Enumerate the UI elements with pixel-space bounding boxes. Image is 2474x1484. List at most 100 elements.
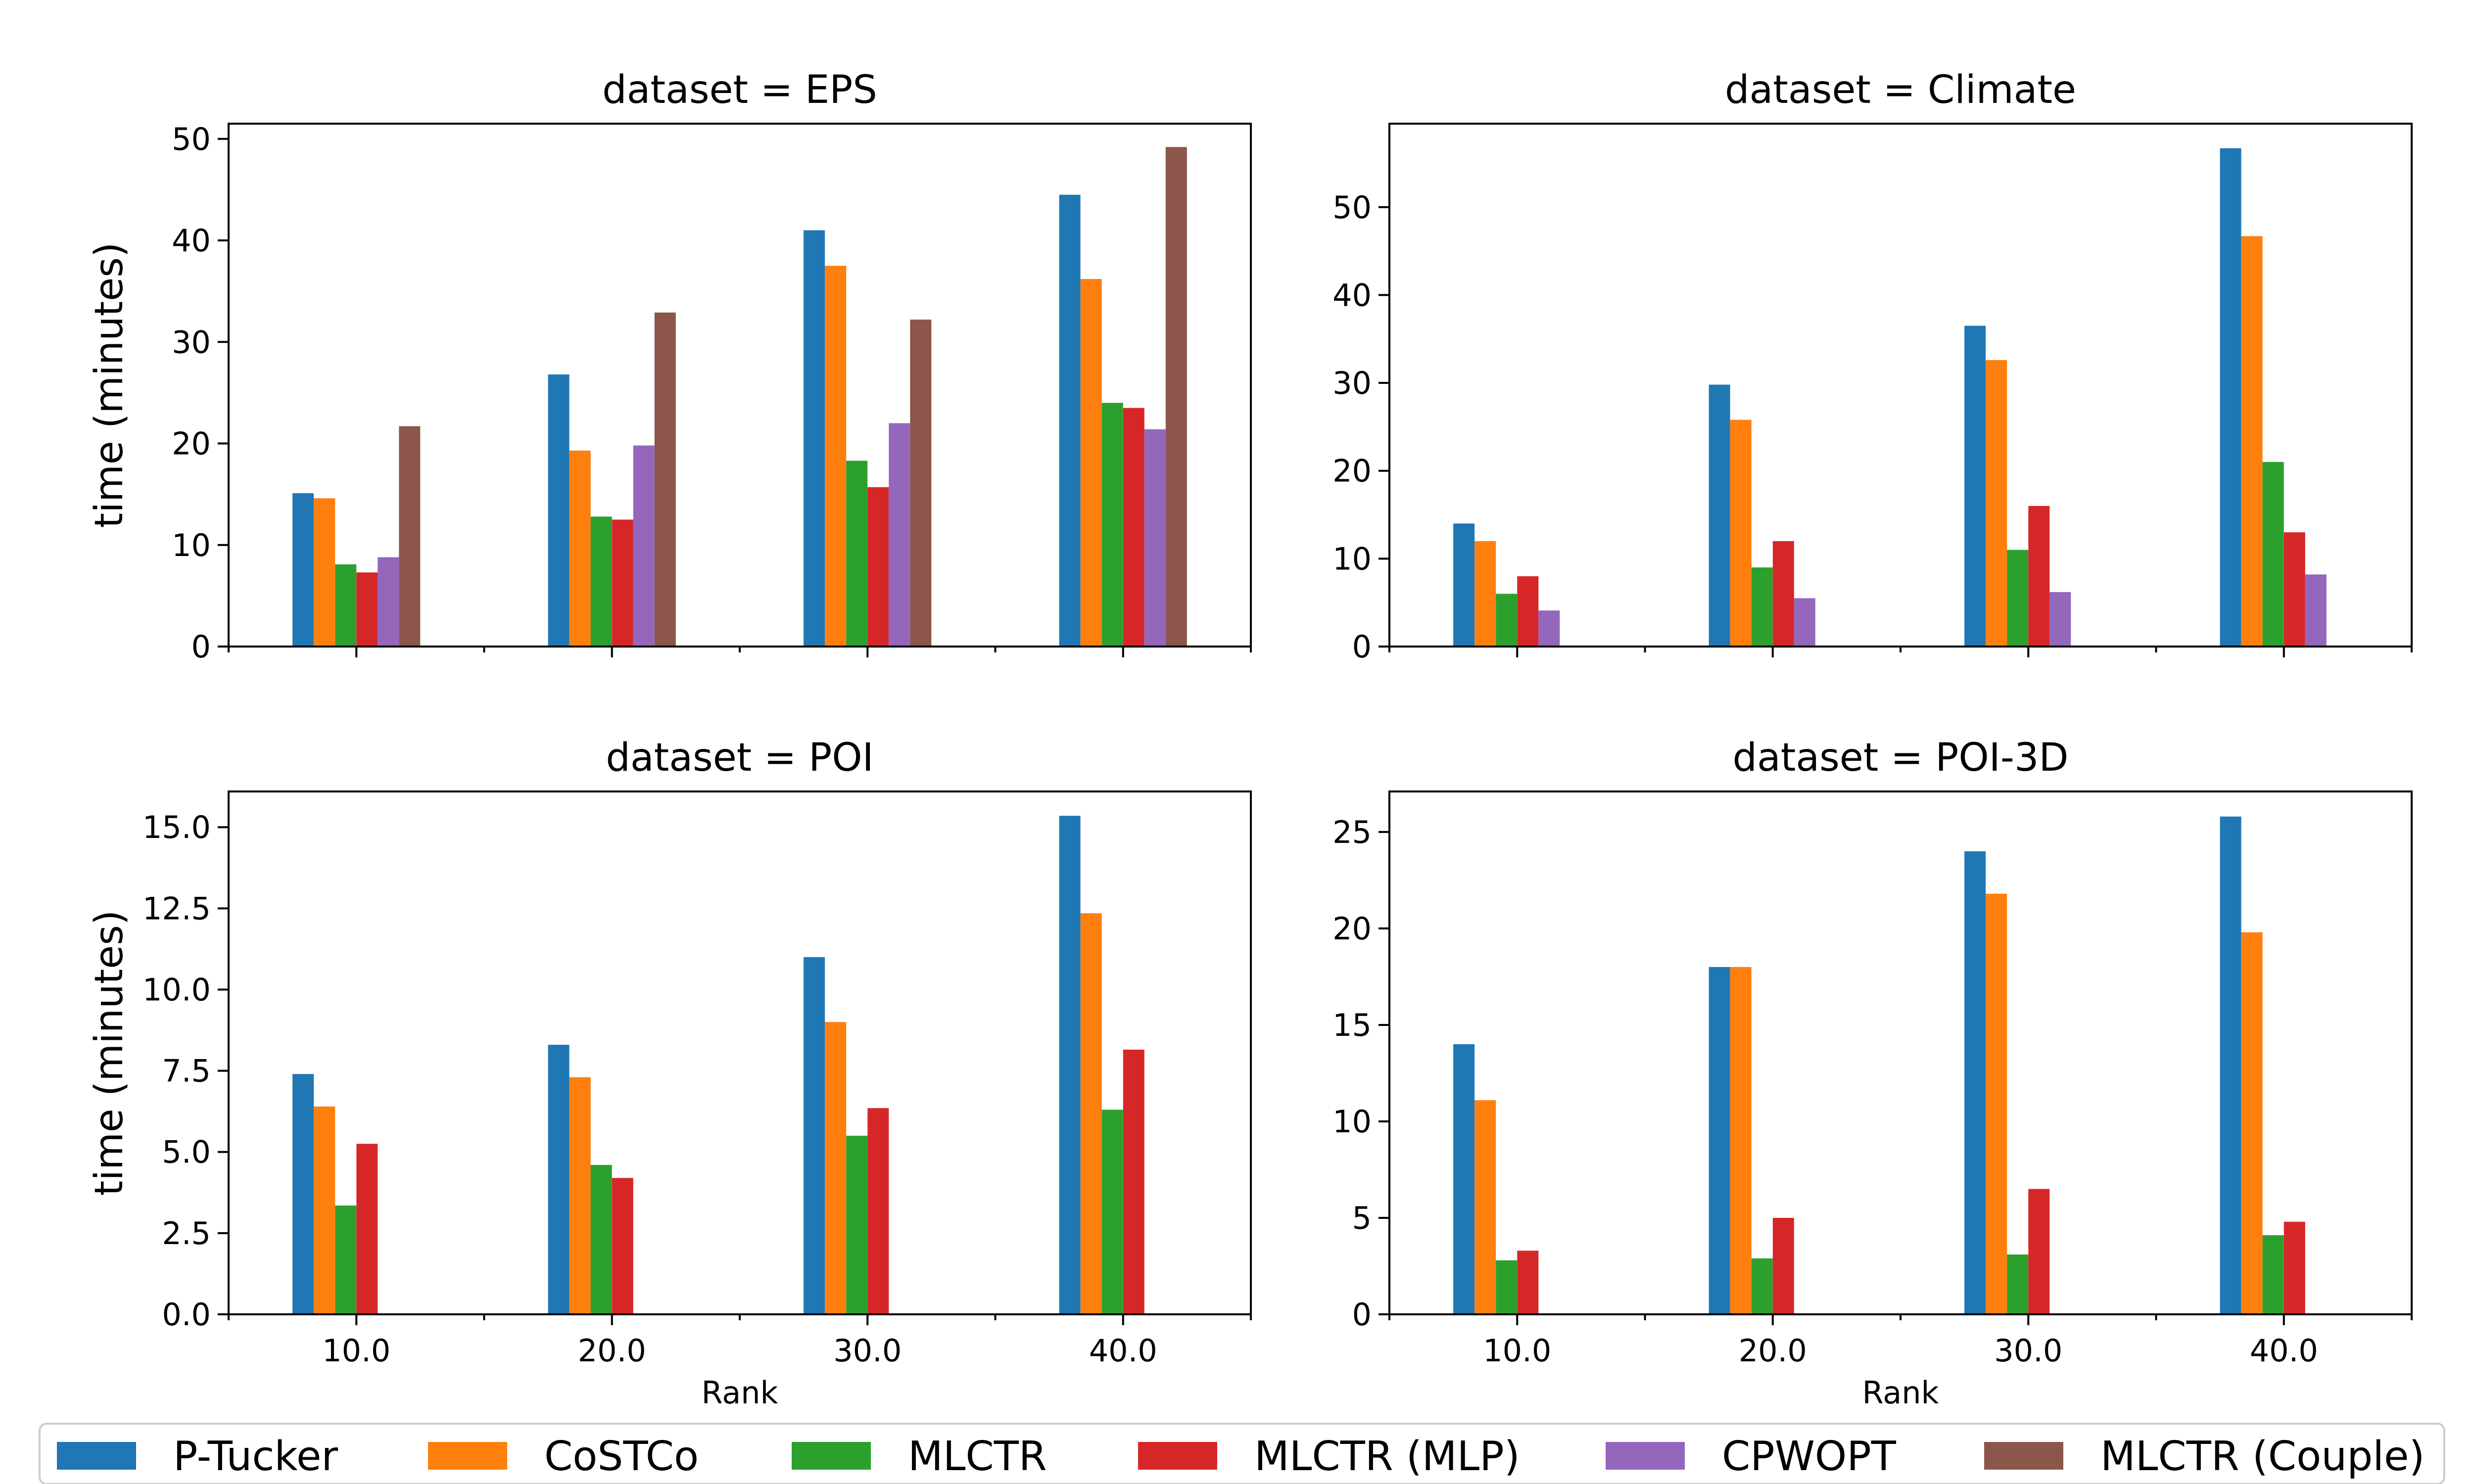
bar-costco-30.0 <box>825 1022 847 1314</box>
bar-mlctr-couple-20.0 <box>654 312 676 647</box>
y-tick-label: 20 <box>1332 453 1372 489</box>
bar-p-tucker-20.0 <box>548 1045 570 1314</box>
bar-costco-20.0 <box>1730 967 1752 1314</box>
y-tick-label: 15 <box>1332 1007 1372 1043</box>
bar-cpwopt-20.0 <box>1794 598 1815 647</box>
bar-cpwopt-20.0 <box>633 445 655 647</box>
y-tick-label: 0 <box>1352 1297 1372 1333</box>
bar-mlctr-mlp-20.0 <box>612 1178 633 1314</box>
legend-swatch-p-tucker <box>57 1442 136 1470</box>
y-tick-label: 20 <box>1332 911 1372 947</box>
bar-costco-30.0 <box>1986 893 2007 1314</box>
bar-mlctr-mlp-40.0 <box>2284 532 2305 647</box>
bar-costco-20.0 <box>569 450 591 647</box>
y-tick-label: 40 <box>1332 277 1372 313</box>
bar-mlctr-mlp-40.0 <box>1123 1049 1144 1314</box>
bar-mlctr-40.0 <box>2262 1235 2284 1314</box>
bar-p-tucker-30.0 <box>1964 851 1986 1314</box>
x-tick-label: 30.0 <box>1994 1333 2062 1369</box>
bar-costco-10.0 <box>314 1106 335 1314</box>
bar-mlctr-20.0 <box>590 516 612 647</box>
bar-costco-40.0 <box>2241 932 2263 1314</box>
bar-cpwopt-30.0 <box>889 423 910 647</box>
bar-costco-10.0 <box>314 498 335 647</box>
bar-costco-40.0 <box>1080 913 1102 1314</box>
bar-mlctr-10.0 <box>1496 594 1518 647</box>
y-tick-label: 0.0 <box>162 1297 211 1333</box>
bar-cpwopt-10.0 <box>1538 610 1560 647</box>
bar-mlctr-mlp-20.0 <box>612 519 633 647</box>
chart-panel-3: dataset = POI 0.0 2.5 5.0 7.5 10.0 12.5 15.0 10.… <box>87 736 1252 1411</box>
y-tick-label: 0 <box>191 629 211 665</box>
chart-title: dataset = POI <box>606 736 873 780</box>
x-tick-label: 10.0 <box>1483 1333 1551 1369</box>
legend-swatch-costco <box>428 1442 507 1470</box>
legend-label: P-Tucker <box>173 1433 338 1480</box>
bar-p-tucker-30.0 <box>804 230 825 647</box>
x-axis-label: Rank <box>1862 1375 1939 1411</box>
chart-title: dataset = Climate <box>1725 68 2076 112</box>
y-tick-label: 50 <box>172 121 211 157</box>
x-tick-label: 40.0 <box>2250 1333 2318 1369</box>
y-tick-label: 5 <box>1352 1200 1372 1236</box>
y-tick-label: 50 <box>1332 189 1372 226</box>
bar-mlctr-mlp-30.0 <box>2028 1189 2050 1314</box>
bar-costco-10.0 <box>1475 541 1496 647</box>
y-tick-label: 10 <box>172 527 211 563</box>
bar-mlctr-30.0 <box>846 461 868 647</box>
x-tick-label: 30.0 <box>833 1333 902 1369</box>
bar-mlctr-40.0 <box>1101 403 1123 647</box>
bar-costco-40.0 <box>2241 236 2263 647</box>
chart-panel-2: dataset = Climate 0 10 20 30 40 50 <box>1332 68 2413 665</box>
bar-costco-20.0 <box>569 1077 591 1314</box>
legend-box <box>39 1423 2445 1484</box>
bar-costco-20.0 <box>1730 419 1752 647</box>
bar-mlctr-20.0 <box>1751 567 1773 647</box>
x-tick-label: 20.0 <box>578 1333 646 1369</box>
bar-mlctr-30.0 <box>2007 1254 2029 1314</box>
bar-p-tucker-20.0 <box>548 374 570 647</box>
y-tick-label: 30 <box>172 324 211 360</box>
bar-mlctr-mlp-10.0 <box>1517 1251 1539 1314</box>
y-tick-label: 12.5 <box>143 890 211 927</box>
y-tick-label: 2.5 <box>162 1215 211 1252</box>
legend-swatch-mlctr-couple <box>1984 1442 2063 1470</box>
bar-p-tucker-10.0 <box>1453 523 1475 647</box>
legend-swatch-mlctr <box>792 1442 871 1470</box>
bar-p-tucker-40.0 <box>2220 816 2241 1314</box>
y-tick-label: 5.0 <box>162 1134 211 1170</box>
bar-cpwopt-40.0 <box>2305 574 2327 647</box>
bar-mlctr-mlp-10.0 <box>356 1144 378 1314</box>
bar-mlctr-30.0 <box>846 1135 868 1314</box>
bar-mlctr-mlp-40.0 <box>2284 1221 2305 1314</box>
y-tick-label: 7.5 <box>162 1053 211 1089</box>
bar-mlctr-couple-30.0 <box>910 320 932 647</box>
bar-mlctr-10.0 <box>1496 1260 1518 1314</box>
bar-p-tucker-10.0 <box>292 493 314 647</box>
bar-mlctr-mlp-10.0 <box>356 572 378 647</box>
bar-p-tucker-40.0 <box>2220 148 2241 647</box>
x-axis-label: Rank <box>702 1375 778 1411</box>
bar-cpwopt-30.0 <box>2049 592 2071 647</box>
bar-p-tucker-10.0 <box>1453 1044 1475 1314</box>
legend-label: CoSTCo <box>544 1433 699 1480</box>
chart-panel-1: dataset = EPS 0 10 20 30 40 50 time (minutes) <box>87 68 1252 665</box>
legend-swatch-cpwopt <box>1606 1442 1685 1470</box>
bar-mlctr-mlp-10.0 <box>1517 576 1539 647</box>
x-tick-label: 20.0 <box>1739 1333 1807 1369</box>
bar-mlctr-20.0 <box>1751 1258 1773 1314</box>
chart-title: dataset = EPS <box>602 68 877 112</box>
bar-costco-30.0 <box>825 266 847 647</box>
legend-label: MLCTR (Couple) <box>2100 1433 2425 1480</box>
bar-costco-30.0 <box>1986 360 2007 647</box>
bar-p-tucker-40.0 <box>1059 194 1081 647</box>
y-tick-label: 0 <box>1352 629 1372 665</box>
chart-title: dataset = POI-3D <box>1732 736 2068 780</box>
bar-mlctr-mlp-40.0 <box>1123 408 1144 647</box>
bar-mlctr-mlp-30.0 <box>867 487 889 647</box>
bar-mlctr-mlp-30.0 <box>2028 506 2050 647</box>
legend-label: MLCTR <box>908 1433 1047 1480</box>
bar-mlctr-40.0 <box>2262 462 2284 647</box>
y-axis-label: time (minutes) <box>87 242 132 528</box>
bar-mlctr-mlp-20.0 <box>1772 1218 1794 1314</box>
